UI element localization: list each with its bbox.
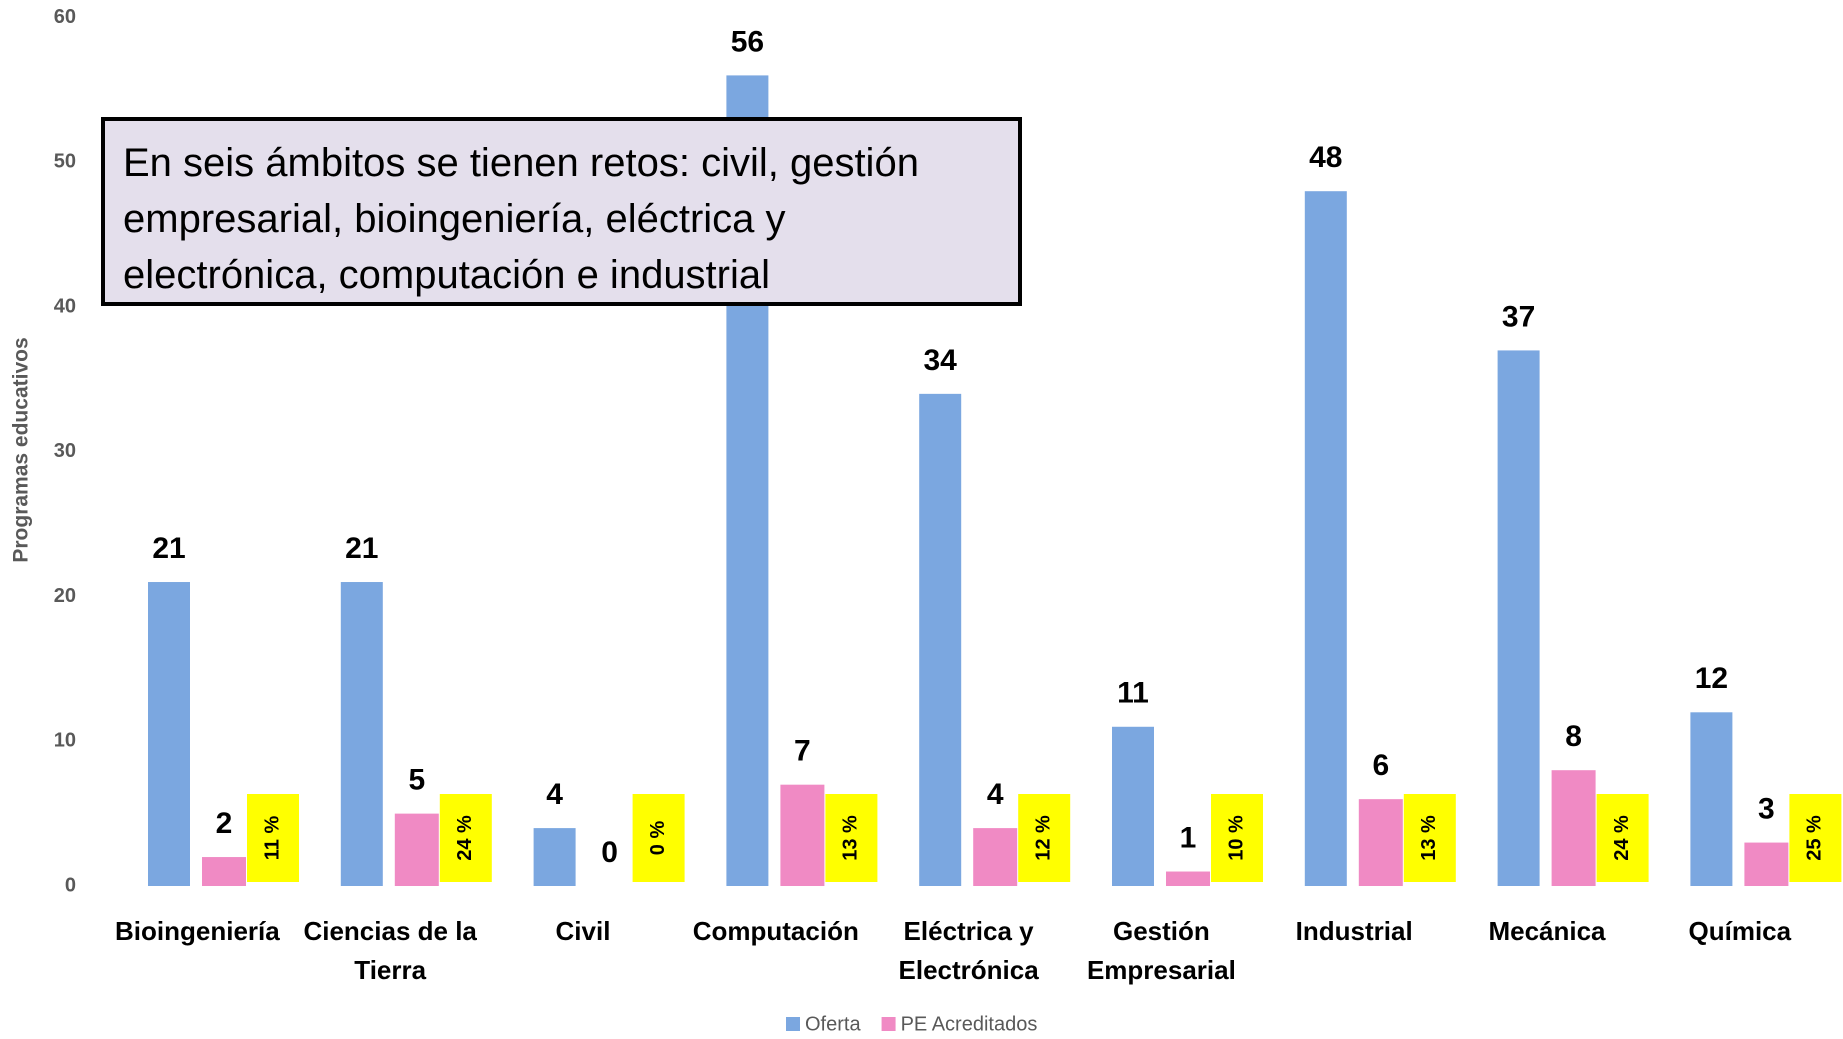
value-label: 7 bbox=[794, 735, 811, 768]
percent-label: 11 % bbox=[261, 816, 283, 861]
x-tick-label: Computación bbox=[692, 916, 859, 946]
bar bbox=[340, 582, 383, 886]
value-label: 56 bbox=[731, 25, 764, 58]
percent-label: 25 % bbox=[1804, 815, 1826, 861]
value-label: 4 bbox=[546, 778, 563, 811]
bar bbox=[1166, 871, 1210, 886]
value-label: 1 bbox=[1180, 821, 1197, 854]
x-tick-label: Química bbox=[1688, 916, 1792, 946]
bar bbox=[148, 582, 190, 886]
bar bbox=[1744, 842, 1789, 886]
bar bbox=[394, 813, 439, 886]
bar bbox=[780, 784, 825, 886]
percent-box bbox=[632, 794, 685, 882]
percent-label: 24 % bbox=[1611, 815, 1633, 861]
bar bbox=[1551, 770, 1596, 886]
percent-label: 13 % bbox=[1418, 815, 1440, 861]
annotation: En seis ámbitos se tienen retos: civil, … bbox=[101, 117, 1022, 306]
y-tick-label: 0 bbox=[65, 874, 76, 896]
x-tick-label: Bioingeniería bbox=[115, 916, 280, 946]
bar bbox=[1304, 191, 1347, 886]
percent-box bbox=[1596, 794, 1649, 882]
percent-box bbox=[1403, 794, 1456, 882]
x-tick-label: Industrial bbox=[1295, 916, 1413, 946]
y-tick-label: 30 bbox=[54, 440, 76, 462]
y-tick-label: 60 bbox=[54, 6, 76, 28]
y-tick-label: 20 bbox=[54, 585, 76, 607]
x-tick-label: Mecánica bbox=[1488, 916, 1606, 946]
percent-box bbox=[1211, 794, 1263, 882]
percent-label: 12 % bbox=[1032, 815, 1054, 861]
percent-box bbox=[439, 794, 492, 882]
percent-box bbox=[825, 794, 878, 882]
value-label: 0 bbox=[601, 836, 618, 869]
x-tick-label: Ciencias de la Tierra bbox=[303, 916, 477, 985]
value-label: 4 bbox=[987, 778, 1004, 811]
value-label: 5 bbox=[408, 764, 425, 797]
value-label: 8 bbox=[1565, 720, 1582, 753]
x-tick-label: Eléctrica y Electrónica bbox=[898, 916, 1039, 985]
value-label: 2 bbox=[216, 807, 233, 840]
legend-label: PE Acreditados bbox=[901, 1013, 1038, 1035]
legend-swatch bbox=[881, 1017, 896, 1031]
bar bbox=[919, 393, 962, 886]
bar bbox=[1112, 726, 1154, 886]
bar bbox=[202, 857, 246, 886]
bar bbox=[533, 828, 576, 886]
value-label: 21 bbox=[152, 532, 185, 565]
percent-box bbox=[1789, 794, 1842, 882]
bar bbox=[1497, 350, 1540, 886]
value-label: 3 bbox=[1758, 792, 1775, 825]
value-label: 37 bbox=[1502, 300, 1535, 333]
percent-label: 0 % bbox=[647, 821, 669, 856]
value-label: 34 bbox=[924, 344, 958, 377]
value-label: 21 bbox=[345, 532, 378, 565]
value-label: 48 bbox=[1309, 141, 1342, 174]
y-tick-label: 40 bbox=[54, 295, 76, 317]
percent-box bbox=[247, 794, 299, 882]
y-tick-label: 10 bbox=[54, 730, 76, 752]
value-label: 12 bbox=[1695, 662, 1728, 695]
percent-label: 10 % bbox=[1225, 815, 1247, 861]
legend-label: Oferta bbox=[805, 1013, 861, 1035]
bar bbox=[1358, 799, 1403, 886]
y-tick-label: 50 bbox=[54, 151, 76, 173]
y-axis-label: Programas educativos bbox=[10, 337, 33, 562]
bar bbox=[1690, 712, 1733, 886]
x-tick-label: Gestión Empresarial bbox=[1086, 916, 1236, 985]
x-tick-label: Civil bbox=[555, 916, 611, 946]
percent-label: 13 % bbox=[840, 815, 862, 861]
value-label: 6 bbox=[1372, 749, 1389, 782]
percent-box bbox=[1018, 794, 1071, 882]
bar bbox=[973, 828, 1018, 886]
percent-label: 24 % bbox=[454, 815, 476, 861]
legend-swatch bbox=[786, 1017, 800, 1031]
value-label: 11 bbox=[1117, 677, 1149, 710]
